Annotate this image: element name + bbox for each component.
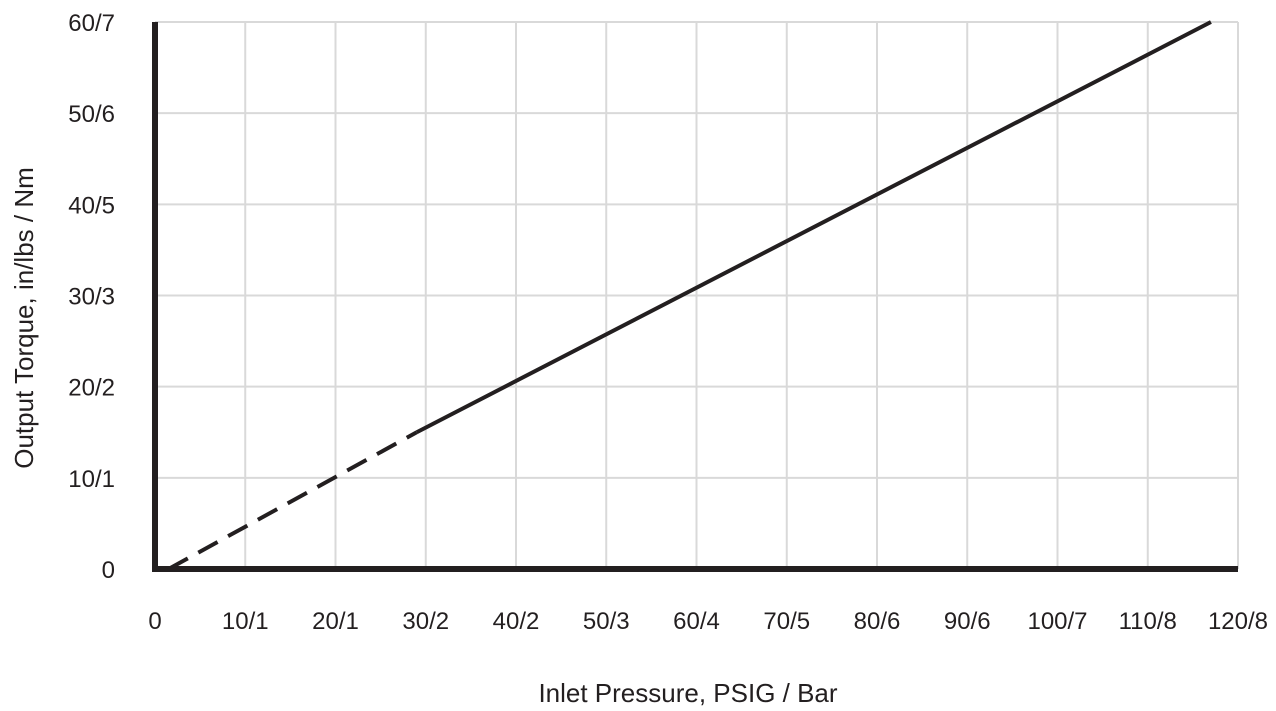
x-tick-label: 20/1 [312,608,359,635]
x-tick-label: 120/8 [1208,608,1268,635]
y-tick-label: 60/7 [68,10,115,37]
y-tick-label: 30/3 [68,284,115,311]
x-tick-label: 10/1 [222,608,269,635]
x-tick-label: 0 [148,608,161,635]
series-line-dashed-segment [167,430,418,571]
x-tick-label: 70/5 [763,608,810,635]
x-tick-label: 30/2 [402,608,449,635]
series-layer [167,20,1212,571]
y-tick-label: 0 [102,557,115,584]
axis-layer [152,22,1238,572]
y-tick-label: 10/1 [68,466,115,493]
x-tick-labels: 0 10/1 20/1 30/2 40/2 50/3 60/4 70/5 80/6 90/6 100… [148,608,1268,635]
y-tick-label: 50/6 [68,101,115,128]
x-tick-label: 100/7 [1027,608,1087,635]
y-tick-labels: 0 10/1 20/2 30/3 40/5 50/6 60/7 [68,10,115,584]
y-axis-title: Output Torque, in/lbs / Nm [9,167,39,469]
x-tick-label: 60/4 [673,608,720,635]
x-tick-label: 110/8 [1119,608,1177,635]
x-tick-label: 40/2 [493,608,540,635]
x-tick-label: 50/3 [583,608,630,635]
x-tick-label: 80/6 [854,608,901,635]
grid-layer [155,21,1239,569]
series-line-solid-segment [415,20,1212,435]
x-tick-label: 90/6 [944,608,991,635]
y-tick-label: 40/5 [68,192,115,219]
x-axis-title: Inlet Pressure, PSIG / Bar [538,678,837,706]
y-tick-label: 20/2 [68,375,115,402]
